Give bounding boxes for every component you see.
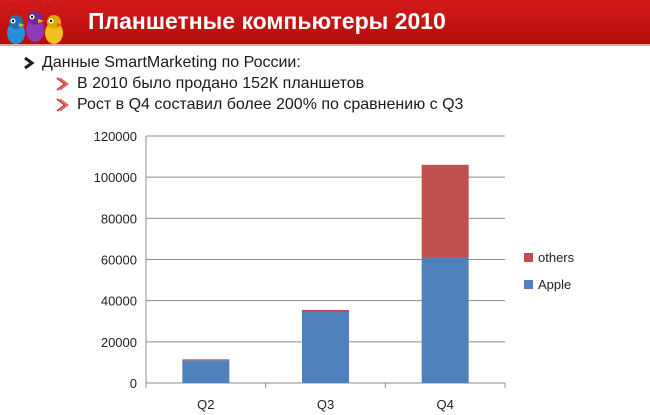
legend-label: Apple	[538, 277, 571, 292]
y-tick-label: 120000	[94, 129, 137, 144]
bar-others-q3	[302, 309, 349, 312]
bullet-sub-1-text: В 2010 было продано 152К планшетов	[77, 75, 365, 92]
bullet-arrow-icon	[24, 56, 35, 70]
y-tick-label: 60000	[101, 253, 137, 268]
y-tick-label: 80000	[101, 211, 137, 226]
bar-others-q4	[421, 164, 469, 258]
y-tick-label: 0	[130, 376, 137, 391]
sub-bullet-arrow-icon	[56, 77, 69, 91]
sub-bullet-arrow-icon	[56, 98, 69, 112]
legend-swatch	[524, 280, 533, 289]
bar-apple-q2	[182, 360, 230, 383]
bar-apple-q4	[421, 257, 469, 383]
legend-label: others	[538, 250, 575, 265]
slide-header	[0, 0, 650, 44]
bullet-main-text: Данные SmartMarketing по России:	[42, 54, 301, 71]
legend-swatch	[524, 253, 533, 262]
x-tick-label: Q2	[197, 397, 214, 412]
y-tick-label: 100000	[94, 170, 137, 185]
slide-title: Планшетные компьютеры 2010	[88, 8, 446, 34]
header-divider	[0, 44, 650, 46]
y-tick-label: 40000	[101, 294, 137, 309]
birds-logo-icon	[5, 0, 63, 44]
bar-apple-q3	[302, 311, 349, 383]
x-tick-label: Q3	[317, 397, 334, 412]
bar-others-q2	[182, 359, 230, 361]
x-tick-label: Q4	[436, 397, 453, 412]
bullet-sub-2-text: Рост в Q4 составил более 200% по сравнен…	[77, 96, 464, 113]
y-tick-label: 20000	[101, 335, 137, 350]
